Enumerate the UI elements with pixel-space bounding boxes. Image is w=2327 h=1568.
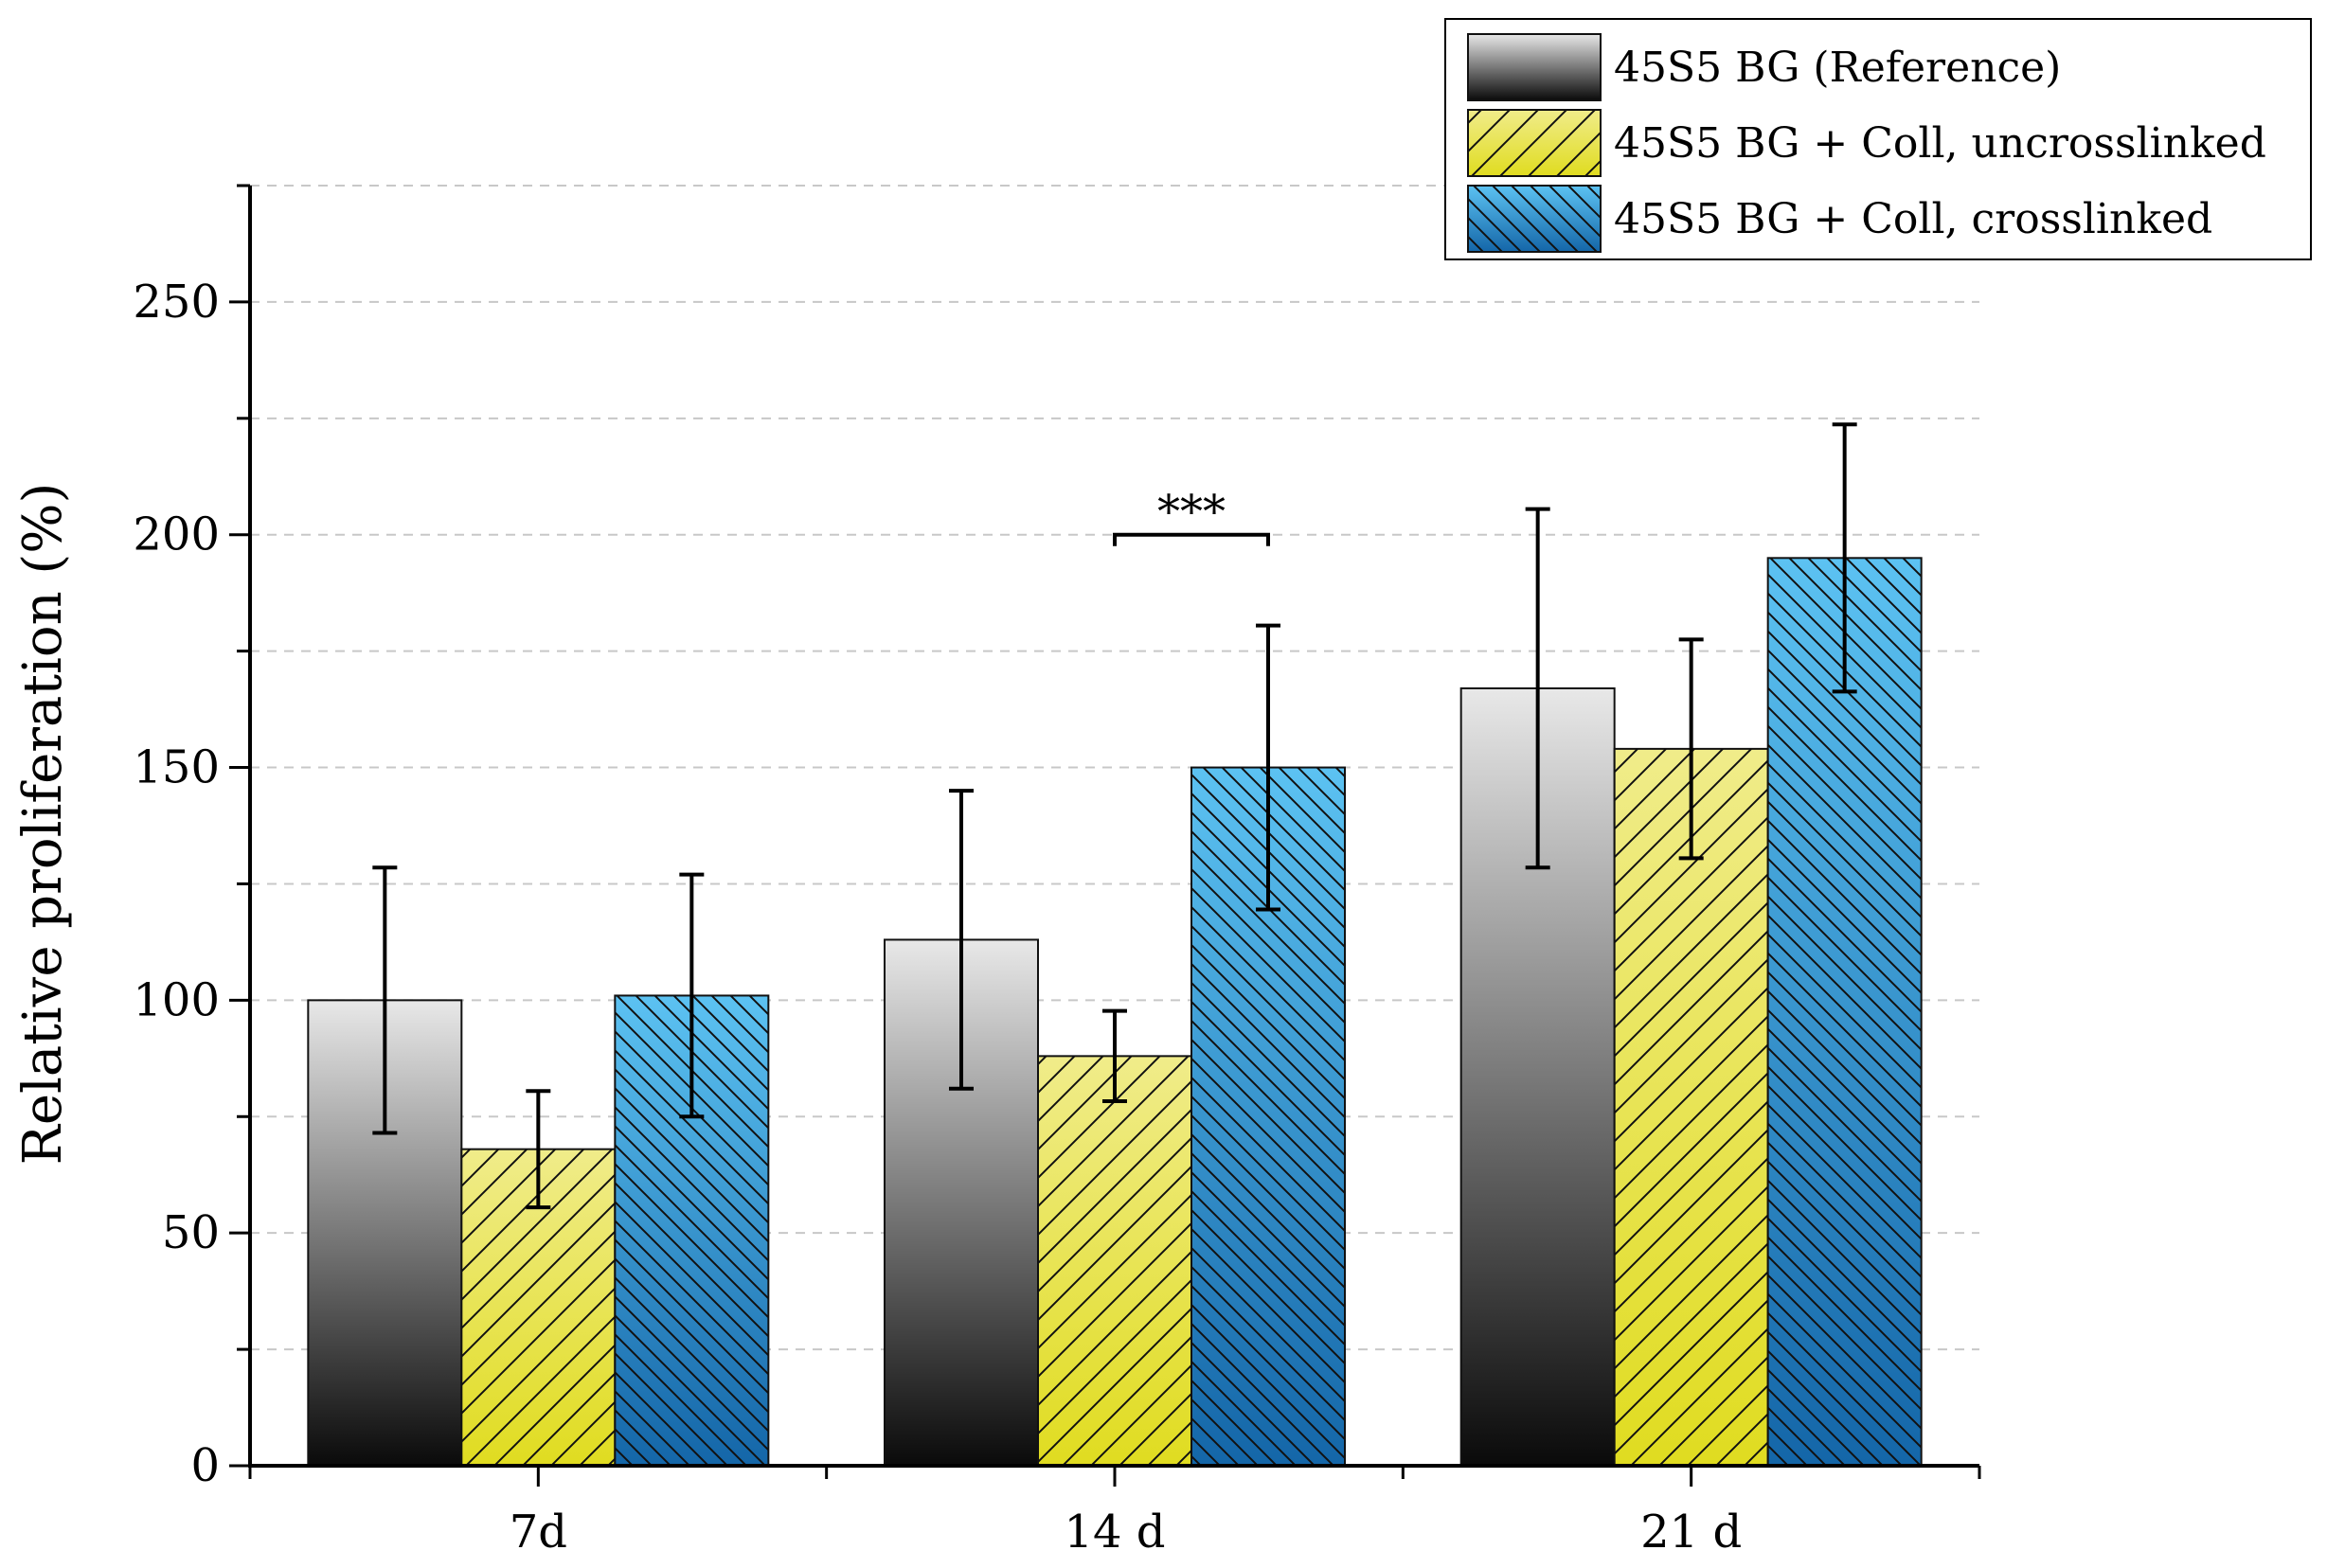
y-tick-label-150: 150 (133, 741, 220, 794)
x-tick-label-21-d: 21 d (1640, 1506, 1742, 1559)
legend-label: 45S5 BG (Reference) (1614, 44, 2061, 92)
y-tick-label-100: 100 (133, 973, 220, 1026)
y-tick-label-50: 50 (162, 1206, 220, 1259)
legend: 45S5 BG (Reference) 45S5 BG + Coll, uncro… (1444, 18, 2312, 260)
bar-14-d-series-3 (1190, 766, 1346, 1467)
bracket-line (1113, 532, 1270, 546)
legend-item-2: 45S5 BG + Coll, uncrosslinked (1467, 109, 2266, 177)
y-axis-label: Relative proliferation (%) (12, 483, 74, 1166)
significance-annotations: *** (1113, 486, 1270, 546)
y-tick-label-200: 200 (133, 508, 220, 561)
error-bar-14-d-series-1 (949, 789, 974, 1091)
legend-swatch-hatch (1468, 110, 1601, 176)
bar-hatch (1614, 748, 1768, 1466)
legend-swatch-outline (1467, 185, 1602, 253)
significance-label: *** (1157, 486, 1226, 539)
y-tick-label-0: 0 (190, 1439, 220, 1492)
error-bar-7d-series-2 (526, 1089, 551, 1210)
bar-hatch (1767, 558, 1922, 1466)
legend-swatch-outline (1467, 109, 1602, 177)
legend-swatch-fill (1468, 34, 1601, 100)
y-tick-label-250: 250 (133, 276, 220, 329)
error-bar-7d-series-1 (372, 865, 398, 1135)
significance-bracket-1: *** (1113, 486, 1270, 546)
error-bar-21-d-series-3 (1832, 422, 1857, 694)
x-tick-label-14-d: 14 d (1064, 1506, 1165, 1559)
x-tick-label-7d: 7d (510, 1506, 567, 1559)
legend-label: 45S5 BG + Coll, crosslinked (1614, 195, 2212, 243)
legend-swatch-outline (1467, 33, 1602, 101)
legend-label: 45S5 BG + Coll, uncrosslinked (1614, 119, 2266, 168)
bar-14-d-series-2 (1037, 1055, 1192, 1467)
error-bar-21-d-series-1 (1525, 507, 1550, 870)
bar-hatch (1038, 1056, 1191, 1466)
legend-item-1: 45S5 BG (Reference) (1467, 33, 2061, 101)
error-bars (372, 422, 1857, 1210)
error-bar-7d-series-3 (679, 872, 705, 1119)
error-bar-21-d-series-2 (1678, 637, 1704, 861)
error-bar-14-d-series-3 (1256, 623, 1280, 912)
bar-21-d-series-3 (1766, 557, 1923, 1467)
axes: 0 50 100 150 200 250 7d 14 d 21 d (133, 184, 1981, 1559)
legend-swatch-hatch (1468, 186, 1601, 252)
bar-7d-series-2 (460, 1148, 617, 1467)
legend-item-3: 45S5 BG + Coll, crosslinked (1467, 185, 2212, 253)
error-bar-14-d-series-2 (1102, 1008, 1127, 1104)
